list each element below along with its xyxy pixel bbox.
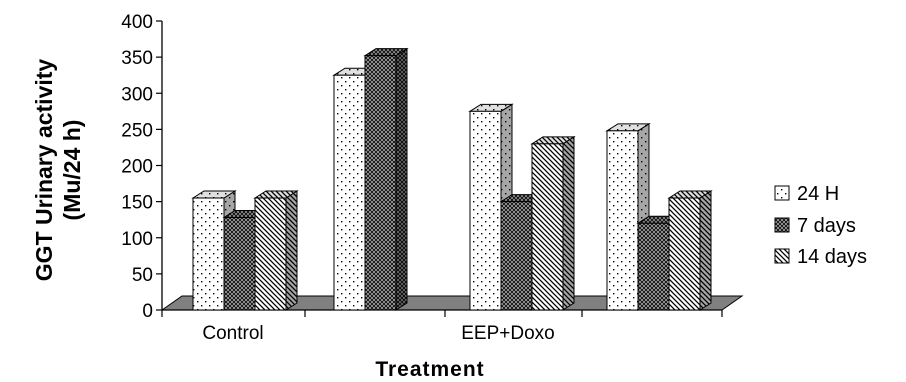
bar-diagonal-2 <box>530 135 576 311</box>
legend-label: 24 H <box>797 183 839 205</box>
legend-swatch <box>774 248 790 264</box>
bar-diagonal-3 <box>667 190 713 311</box>
legend-label: 7 days <box>797 215 856 237</box>
legend-item: 14 days <box>774 246 867 268</box>
bar-diagonal-0 <box>253 190 299 311</box>
x-axis-title: Treatment <box>375 358 484 381</box>
x-category-label: Control <box>202 323 263 344</box>
legend-item: 24 H <box>774 183 839 205</box>
y-tick-label: 300 <box>121 84 153 105</box>
legend-item: 7 days <box>774 215 856 237</box>
y-tick-label: 50 <box>132 265 153 286</box>
x-category-label: EEP+Doxo <box>461 323 554 344</box>
y-tick-label: 100 <box>121 229 153 250</box>
legend-label: 14 days <box>797 246 867 268</box>
y-axis-title-line2: (Mu/24 h) <box>59 120 85 221</box>
legend-swatch <box>774 185 790 201</box>
y-axis-title: GGT Urinary activity (Mu/24 h) <box>31 59 85 282</box>
y-tick-label: 200 <box>121 157 153 178</box>
y-tick-label: 250 <box>121 120 153 141</box>
legend-swatch <box>774 217 790 233</box>
y-axis-title-line1: GGT Urinary activity <box>31 59 57 282</box>
y-tick-label: 0 <box>142 301 153 322</box>
legend: 24 H 7 days 14 days <box>774 183 867 268</box>
y-tick-label: 400 <box>121 12 153 33</box>
y-tick-label: 350 <box>121 48 153 69</box>
bar-crosshatch-1 <box>363 47 409 311</box>
y-tick-label: 150 <box>121 193 153 214</box>
